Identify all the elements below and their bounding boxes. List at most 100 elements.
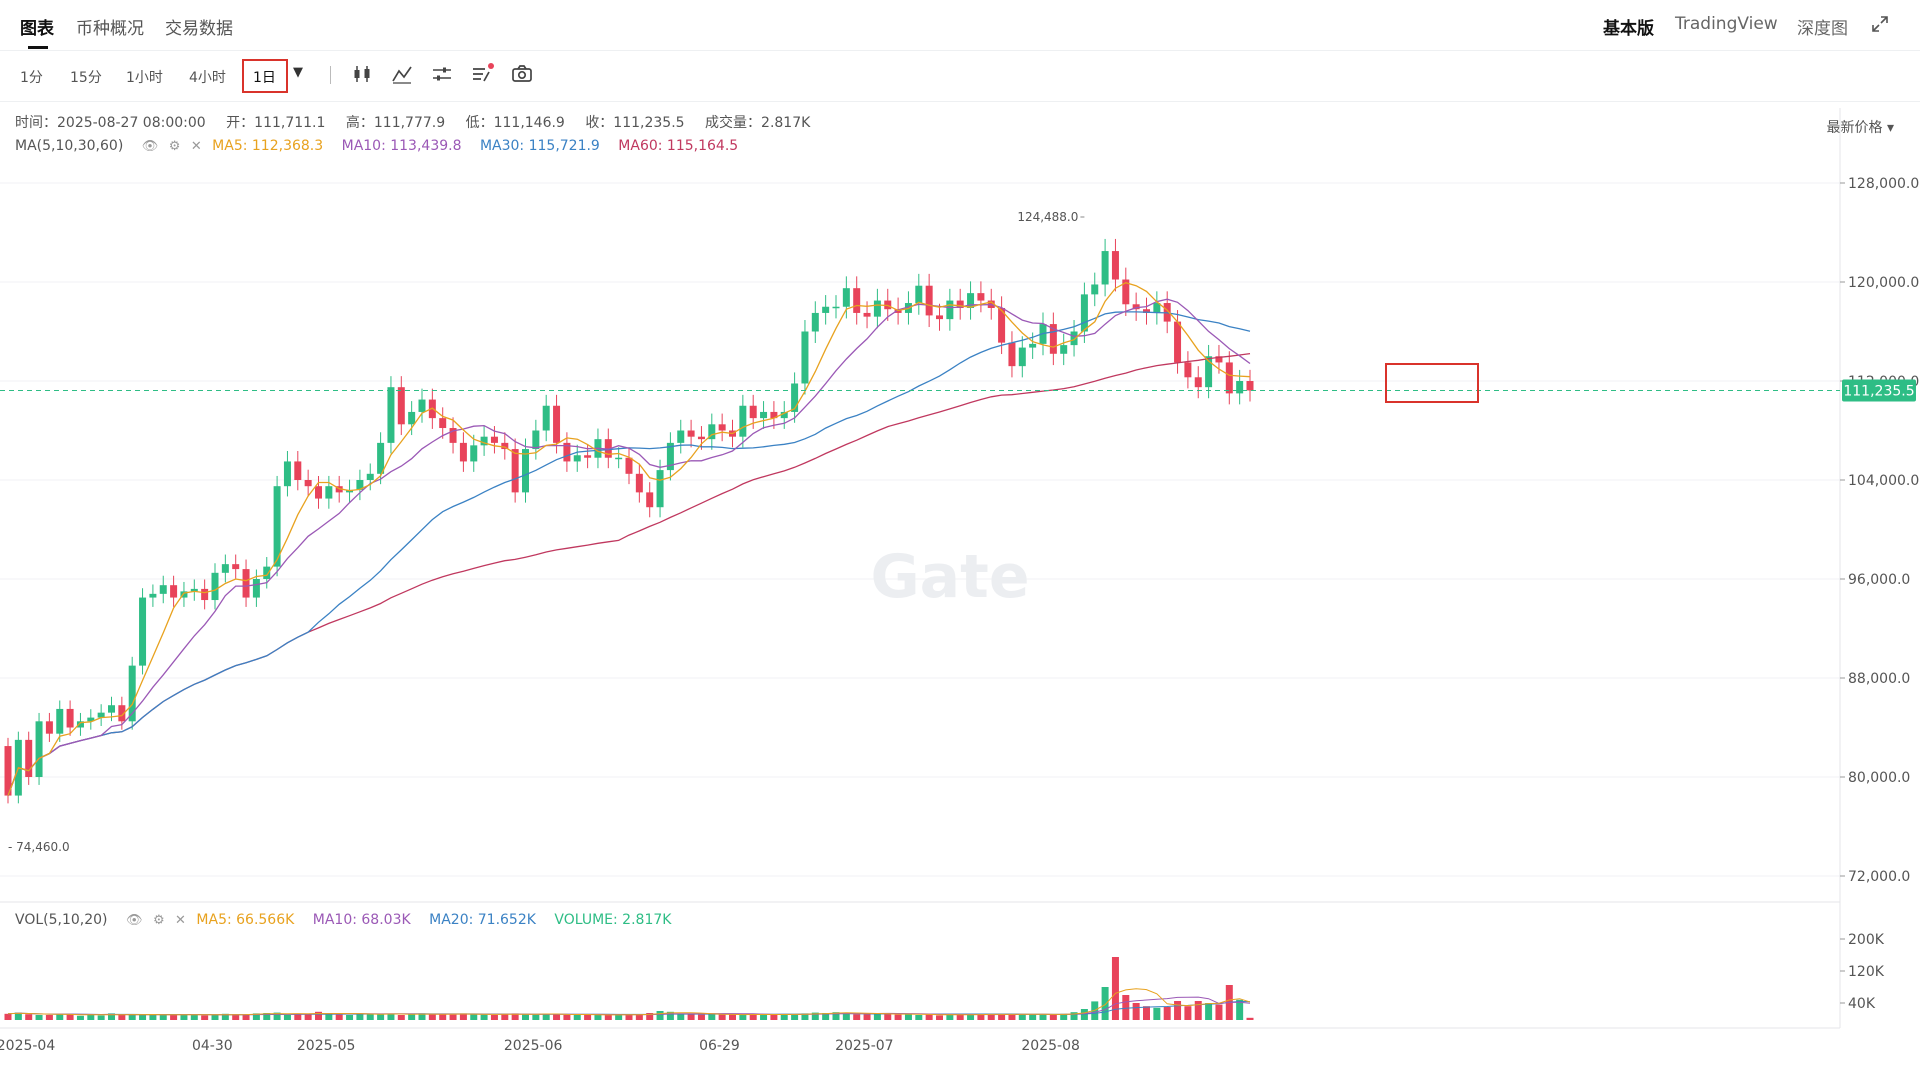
settings-icon[interactable]: ⚙ [168, 139, 181, 154]
interval-1d[interactable]: 1日 [253, 70, 276, 86]
tab-trading-data[interactable]: 交易数据 [165, 19, 233, 39]
price-type-select[interactable]: 最新价格 ▾ [1826, 120, 1894, 136]
candle-body [480, 436, 488, 446]
vol-close-icon[interactable]: ✕ [175, 913, 186, 928]
indicator-icon[interactable] [390, 62, 414, 86]
settings-sliders-icon[interactable] [430, 62, 454, 86]
candle-body [915, 285, 923, 304]
volume-bar [915, 1015, 923, 1020]
candle-body [1070, 331, 1078, 346]
volume-bar [283, 1015, 291, 1020]
candle [1049, 312, 1057, 366]
close-icon[interactable]: ✕ [190, 139, 202, 154]
volume-bar [956, 1014, 964, 1020]
tab-basic-version[interactable]: 基本版 [1603, 19, 1654, 39]
tab-depth-chart[interactable]: 深度图 [1797, 19, 1848, 39]
volume-bar [791, 1014, 799, 1020]
candle-body [1246, 381, 1254, 391]
candle-body [687, 430, 695, 437]
volume-bar [925, 1014, 933, 1020]
interval-15m[interactable]: 15分 [70, 70, 102, 86]
candle [1236, 369, 1244, 405]
candle [418, 388, 426, 423]
candle-body [532, 430, 540, 450]
candle-body [635, 473, 643, 493]
vol-legend: VOL(5,10,20) 👁 ⚙ ✕ MA5: 66.566K MA10: 68… [15, 912, 685, 928]
tab-chart[interactable]: 图表 [20, 19, 54, 39]
candle-body [739, 405, 747, 437]
volume-bar [998, 1013, 1006, 1020]
price-axis-label: 88,000.0 [1848, 671, 1910, 687]
candle-body [832, 306, 840, 309]
candle [697, 426, 705, 450]
candle-body [542, 405, 550, 431]
candle-body [4, 746, 12, 796]
candle [1132, 292, 1140, 321]
tab-coin-overview[interactable]: 币种概况 [76, 19, 144, 39]
candle-body [842, 288, 850, 307]
candle-body [1029, 343, 1037, 348]
volume-bar [1060, 1013, 1068, 1020]
volume-bar [108, 1013, 115, 1020]
volume-bar [35, 1015, 43, 1020]
candle [408, 401, 416, 436]
volume-bar [221, 1013, 229, 1020]
candle-body [563, 442, 571, 462]
low-price-marker: - 74,460.0 [8, 840, 70, 854]
candle [1184, 351, 1192, 389]
vol-legend-label: VOL(5,10,20) [15, 912, 108, 928]
candle [180, 581, 188, 607]
candle-body [936, 315, 943, 320]
tab-tradingview[interactable]: TradingView [1675, 14, 1778, 34]
volume-bar [1153, 1007, 1161, 1020]
candle-body [1122, 279, 1130, 305]
candle-body [149, 593, 157, 598]
candle-body [1091, 284, 1099, 295]
candle [294, 450, 302, 491]
candle [56, 700, 64, 742]
candle [853, 276, 861, 325]
volume-bar [408, 1014, 416, 1020]
interval-1m[interactable]: 1分 [20, 70, 43, 86]
fullscreen-icon[interactable] [1871, 15, 1889, 33]
volume-bar [635, 1014, 643, 1020]
volume-bar [977, 1014, 985, 1020]
interval-1h[interactable]: 1小时 [126, 70, 163, 86]
candle [760, 401, 768, 429]
vol-eye-icon[interactable]: 👁 [125, 913, 143, 928]
candle-body [925, 285, 933, 316]
volume-bar [687, 1013, 695, 1020]
volume-bar [315, 1011, 322, 1020]
candle-body [718, 424, 726, 431]
candle-body [315, 486, 322, 499]
volume-bar [780, 1014, 788, 1020]
volume-bar [936, 1015, 943, 1020]
price-axis-label: 72,000.0 [1848, 869, 1910, 885]
volume-bar [1029, 1014, 1037, 1020]
volume-bar [522, 1014, 529, 1020]
volume-bar [304, 1013, 312, 1020]
interval-dropdown-icon[interactable]: ▼ [293, 65, 303, 80]
volume-bar [904, 1014, 912, 1020]
candle [708, 413, 716, 450]
volume-bar [139, 1015, 147, 1020]
volume-bar [428, 1014, 436, 1020]
candle [66, 700, 74, 736]
volume-bar [511, 1013, 519, 1020]
camera-icon[interactable] [510, 62, 534, 86]
candle-body [211, 572, 219, 601]
vol-settings-icon[interactable]: ⚙ [152, 913, 165, 928]
eye-icon[interactable]: 👁 [141, 139, 159, 154]
volume-bar [1194, 1001, 1202, 1020]
volume-bar [252, 1013, 260, 1020]
candle-body [66, 708, 74, 728]
candle [1080, 282, 1088, 343]
drawing-list-icon[interactable] [470, 62, 494, 86]
candle-body [397, 387, 405, 425]
candle-type-icon[interactable] [350, 62, 374, 86]
volume-bar [439, 1014, 447, 1020]
time-axis-label: 2025-07 [835, 1038, 894, 1054]
interval-4h[interactable]: 4小时 [189, 70, 226, 86]
candle [1143, 297, 1150, 325]
